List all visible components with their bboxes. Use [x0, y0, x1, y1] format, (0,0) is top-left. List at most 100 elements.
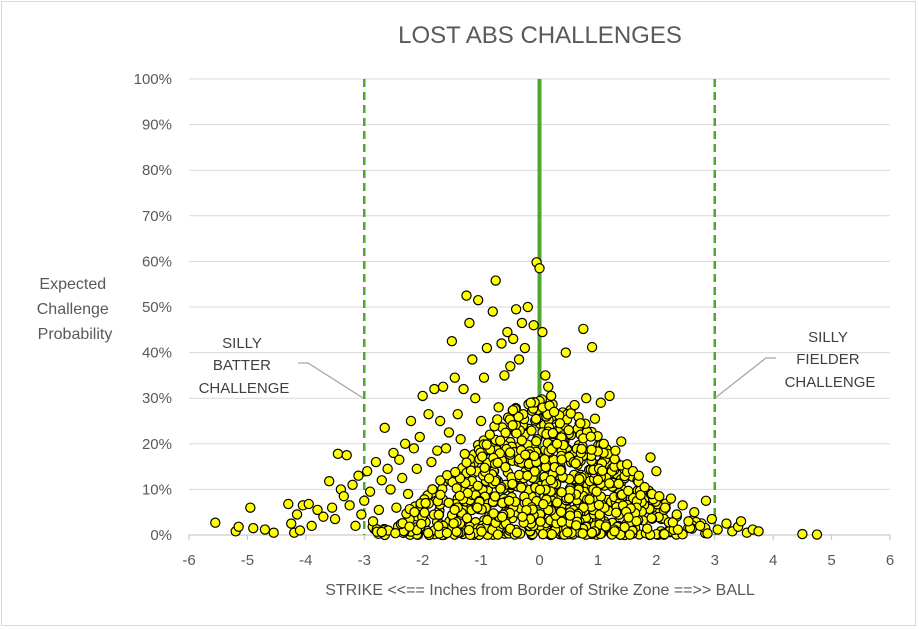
y-tick-label: 20% [142, 436, 172, 453]
scatter-point [502, 326, 513, 338]
scatter-point [427, 484, 438, 495]
scatter-point [659, 502, 671, 513]
scatter-point [443, 427, 455, 438]
scatter-point [370, 456, 382, 468]
annotation-batter: SILLY BATTER CHALLENGE [199, 335, 364, 399]
scatter-point [391, 502, 402, 513]
scatter-point [500, 461, 511, 473]
scatter-point [564, 510, 576, 521]
scatter-point [402, 488, 414, 500]
scatter-point [417, 390, 428, 402]
y-tick-label: 40% [142, 345, 172, 362]
scatter-point [507, 405, 519, 416]
scatter-point [382, 463, 393, 475]
x-tick-label: -3 [358, 552, 371, 569]
scatter-point [489, 491, 501, 502]
scatter-point [493, 402, 504, 413]
scatter-point [529, 450, 540, 462]
scatter-point [635, 489, 646, 501]
scatter-point [461, 290, 472, 301]
scatter-point [513, 354, 525, 365]
y-tick-label: 90% [142, 117, 172, 134]
scatter-point [495, 483, 506, 494]
annotation-line: SILLY [222, 335, 262, 352]
annotation-fielder-leader [714, 357, 776, 399]
scatter-point [399, 438, 411, 449]
y-tick-label: 80% [142, 162, 172, 179]
scatter-point [651, 465, 662, 477]
scatter-point [556, 487, 567, 498]
scatter-point [677, 500, 688, 511]
scatter-point [645, 452, 656, 463]
scatter-point [609, 526, 620, 537]
scatter-point [484, 429, 496, 440]
scatter-point [551, 497, 563, 508]
scatter-point [753, 526, 764, 537]
scatter-point [621, 459, 633, 470]
scatter-point [476, 526, 487, 537]
scatter-point [563, 424, 574, 436]
scatter-point [535, 516, 546, 527]
scatter-point [545, 474, 556, 486]
scatter-point [525, 397, 536, 408]
scatter-point [555, 506, 567, 518]
scatter-point [472, 294, 484, 306]
scatter-point [420, 497, 431, 509]
scatter-point [394, 454, 405, 465]
scatter-point [367, 516, 379, 527]
scatter-point [654, 491, 665, 502]
scatter-point [706, 513, 718, 525]
scatter-point [700, 495, 712, 506]
scatter-point [547, 427, 559, 439]
scatter-point [373, 504, 385, 516]
scatter-point [449, 372, 460, 383]
scatter-point [329, 513, 341, 525]
x-tick-label: 0 [535, 552, 543, 569]
scatter-point [461, 457, 472, 468]
x-tick-label: -5 [241, 552, 254, 569]
scatter-point [361, 465, 373, 477]
scatter-point [318, 511, 329, 522]
scatter-point [388, 447, 399, 459]
scatter-point [507, 478, 518, 490]
scatter-point [494, 435, 506, 446]
scatter-point [528, 320, 539, 331]
scatter-point [472, 480, 483, 491]
scatter-point [291, 509, 303, 520]
scatter-point [481, 439, 492, 450]
scatter-point [616, 436, 627, 447]
scatter-point [604, 478, 615, 489]
scatter-point [797, 528, 808, 540]
scatter-point [613, 478, 624, 490]
scatter-point [379, 422, 390, 434]
scatter-point [454, 490, 465, 502]
scatter-point [504, 447, 516, 458]
scatter-point [452, 408, 463, 420]
scatter-point [283, 498, 294, 510]
x-tick-label: -4 [299, 552, 312, 569]
annotation-line: CHALLENGE [199, 380, 290, 397]
scatter-point [522, 470, 533, 481]
scatter-point [397, 472, 408, 484]
scatter-point [519, 342, 531, 354]
scatter-point [312, 504, 323, 516]
scatter-point [245, 502, 256, 513]
scatter-point [507, 420, 518, 431]
scatter-point [405, 415, 417, 427]
scatter-point [481, 342, 493, 354]
scatter-point [593, 499, 605, 511]
scatter-point [356, 509, 367, 520]
scatter-point [555, 465, 566, 476]
scatter-point [248, 522, 259, 534]
scatter-point [562, 527, 573, 538]
scatter-point [556, 516, 568, 528]
scatter-point [326, 502, 338, 513]
y-tick-label: 30% [142, 390, 172, 407]
scatter-point [376, 526, 387, 538]
scatter-point [404, 521, 415, 532]
scatter-point [449, 466, 461, 478]
y-tick-label: 50% [142, 299, 172, 316]
y-axis-label-line: Probability [38, 326, 113, 343]
